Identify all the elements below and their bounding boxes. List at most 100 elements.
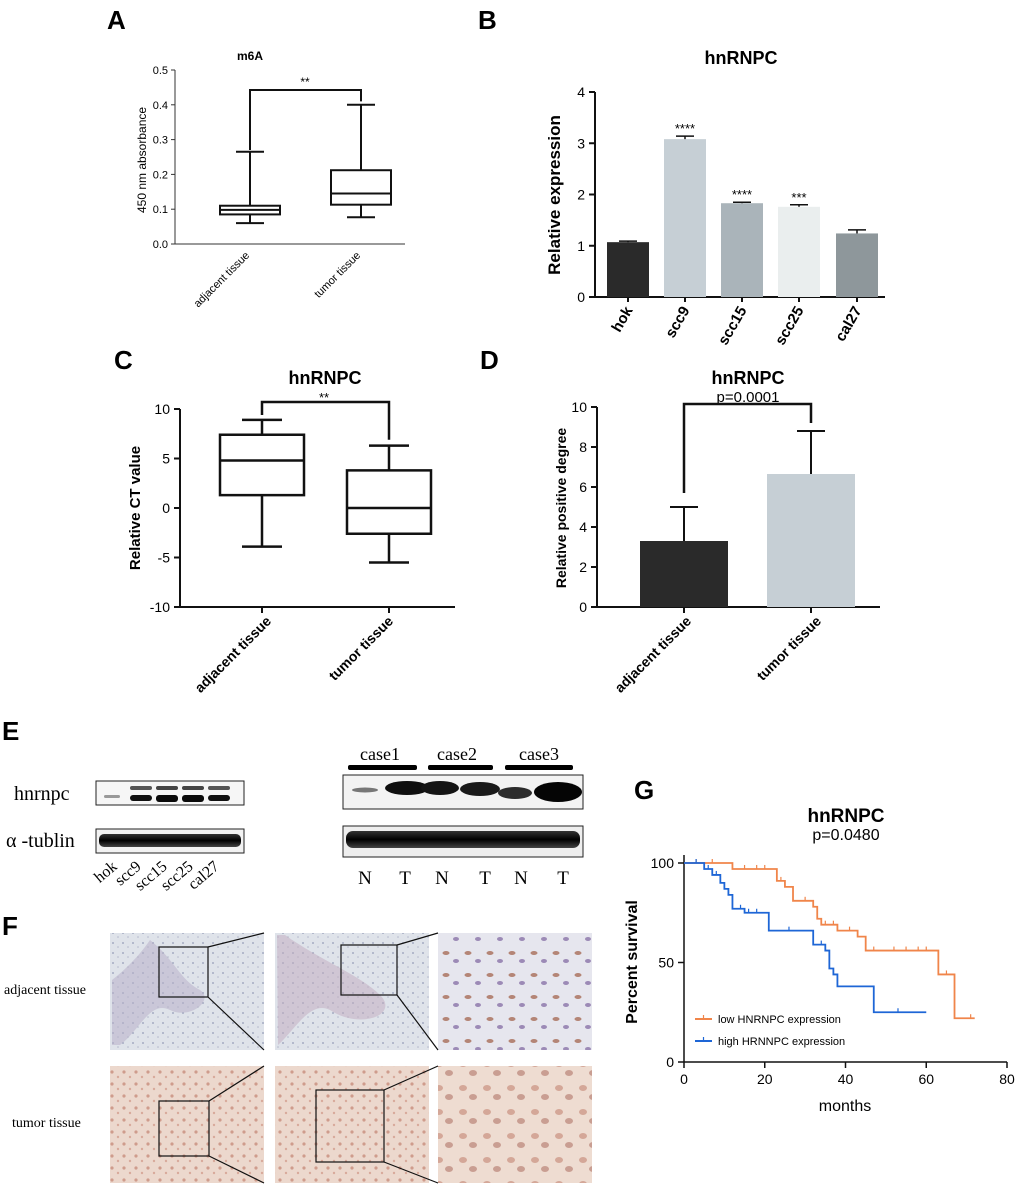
panel-g-subtitle: p=0.0480 — [812, 827, 879, 844]
panel-d-ytick-label: 4 — [579, 519, 587, 535]
panel-g-xtick-label: 20 — [757, 1071, 773, 1087]
blot-band — [130, 786, 152, 790]
panel-b-xtick-label: scc9 — [662, 304, 693, 341]
panel-g-ytick-label: 100 — [651, 855, 675, 871]
ihc-adjacent-tissue-shape — [112, 940, 205, 1045]
zoom-box — [158, 1100, 210, 1157]
blot-band — [208, 786, 230, 790]
panel-c-xtick-1: adjacent tissue — [191, 613, 274, 696]
panel-b-ylabel: Relative expression — [545, 115, 564, 275]
blot-label-tubulin: α -tublin — [6, 830, 75, 852]
panel-d-ytick-label: 2 — [579, 559, 587, 575]
significance-bracket — [682, 402, 813, 493]
panel-a-ytick-label: 0.0 — [153, 239, 168, 251]
panel-d-ytick-label: 10 — [571, 399, 587, 415]
case-label-3: case3 — [519, 744, 559, 764]
panel-a-title: m6A — [237, 49, 263, 63]
panel-g-xtick-label: 0 — [680, 1071, 688, 1087]
ihc-adjacent-mid-shape — [277, 935, 386, 1045]
blot-band — [156, 786, 178, 790]
blot-band — [460, 782, 500, 796]
blot-band — [182, 795, 204, 802]
bar-adjacent — [640, 541, 728, 607]
bar-scc9 — [664, 139, 706, 297]
panel-g-title: hnRNPC — [807, 806, 884, 827]
zoom-box — [158, 946, 209, 998]
blot-band — [104, 795, 120, 798]
significance-bracket — [260, 400, 391, 440]
panel-g-xlabel: months — [819, 1098, 871, 1115]
lane-t-3: T — [557, 868, 569, 889]
ihc-tumor-mid-mag — [275, 1066, 429, 1183]
blot-band — [99, 834, 241, 847]
panel-a-ytick-label: 0.4 — [153, 100, 168, 112]
zoom-line — [207, 932, 265, 948]
case-bar-1 — [348, 765, 417, 770]
panel-d-subtitle: p=0.0001 — [717, 389, 780, 406]
panel-b-ytick-label: 0 — [577, 289, 585, 305]
ihc-row-label-tumor: tumor tissue — [12, 1116, 81, 1131]
panel-c-ytick-label: 0 — [162, 500, 170, 516]
box-iqr — [330, 169, 392, 206]
lane-t-1: T — [399, 868, 411, 889]
panel-c-title: hnRNPC — [289, 368, 362, 388]
panel-b-xtick-label: cal27 — [832, 304, 865, 345]
significance-bracket — [249, 89, 362, 151]
bar-hok — [607, 242, 649, 297]
panel-label-d: D — [480, 345, 499, 375]
ihc-adjacent-high-mag — [438, 933, 592, 1050]
blot-band — [130, 795, 152, 801]
lane-label-cal27: cal27 — [185, 858, 222, 893]
panel-label-a: A — [107, 5, 126, 35]
significance-stars: **** — [732, 187, 752, 202]
panel-c-ytick-label: 5 — [162, 451, 170, 467]
panel-label-e: E — [2, 716, 19, 746]
panel-d-ytick-label: 6 — [579, 479, 587, 495]
blot-band — [498, 787, 532, 799]
panel-d-xtick-2: tumor tissue — [753, 613, 824, 684]
panel-d-ylabel: Relative positive degree — [553, 428, 569, 589]
panel-a-ylabel: 450 nm absorbance — [135, 107, 149, 213]
panel-d-barchart: hnRNPC p=0.0001 Relative positive degree… — [553, 368, 880, 696]
zoom-box — [340, 944, 398, 996]
bar-scc15 — [721, 203, 763, 297]
lane-n-3: N — [514, 868, 528, 889]
zoom-line — [208, 1155, 265, 1184]
panel-g-xtick-label: 60 — [918, 1071, 934, 1087]
significance-stars: *** — [791, 190, 806, 205]
zoom-box — [315, 1089, 385, 1163]
panel-d-ytick-label: 8 — [579, 439, 587, 455]
case-label-2: case2 — [437, 744, 477, 764]
zoom-line — [207, 996, 265, 1051]
lane-n-2: N — [435, 868, 449, 889]
blot-band — [208, 795, 230, 801]
zoom-line — [208, 1065, 265, 1102]
zoom-line — [396, 994, 439, 1051]
ihc-row-label-adjacent: adjacent tissue — [4, 983, 86, 998]
zoom-line — [396, 932, 439, 946]
panel-g-ytick-label: 0 — [666, 1054, 674, 1070]
panel-g-xtick-label: 80 — [999, 1071, 1015, 1087]
panel-b-xtick-label: hok — [608, 303, 636, 335]
panel-b-xtick-label: scc25 — [772, 304, 808, 349]
zoom-line — [383, 1161, 439, 1184]
blot-band — [421, 781, 459, 795]
panel-c-ytick-label: -10 — [150, 599, 170, 615]
panel-a-ytick-label: 0.5 — [153, 65, 168, 77]
blot-band — [346, 831, 580, 848]
panel-b-ytick-label: 3 — [577, 135, 585, 151]
panel-c-xtick-2: tumor tissue — [325, 613, 396, 684]
panel-a-xtick-2: tumor tissue — [312, 250, 363, 301]
panel-g-survival: hnRNPC p=0.0480 Percent survival months … — [624, 806, 1015, 1115]
panel-b-ytick-label: 4 — [577, 84, 585, 100]
blot-band — [534, 782, 582, 802]
case-bar-2 — [428, 765, 493, 770]
survival-curve-high — [684, 862, 927, 1014]
blot-band — [182, 786, 204, 790]
box-iqr — [218, 433, 306, 497]
legend-label: low HNRNPC expression — [718, 1014, 841, 1026]
panel-d-xtick-1: adjacent tissue — [611, 613, 694, 696]
panel-label-b: B — [478, 5, 497, 35]
panel-c-ytick-label: 10 — [154, 401, 170, 417]
panel-e-western-blots: hnrnpc α -tublin hok scc9 scc15 scc25 ca… — [6, 744, 584, 894]
